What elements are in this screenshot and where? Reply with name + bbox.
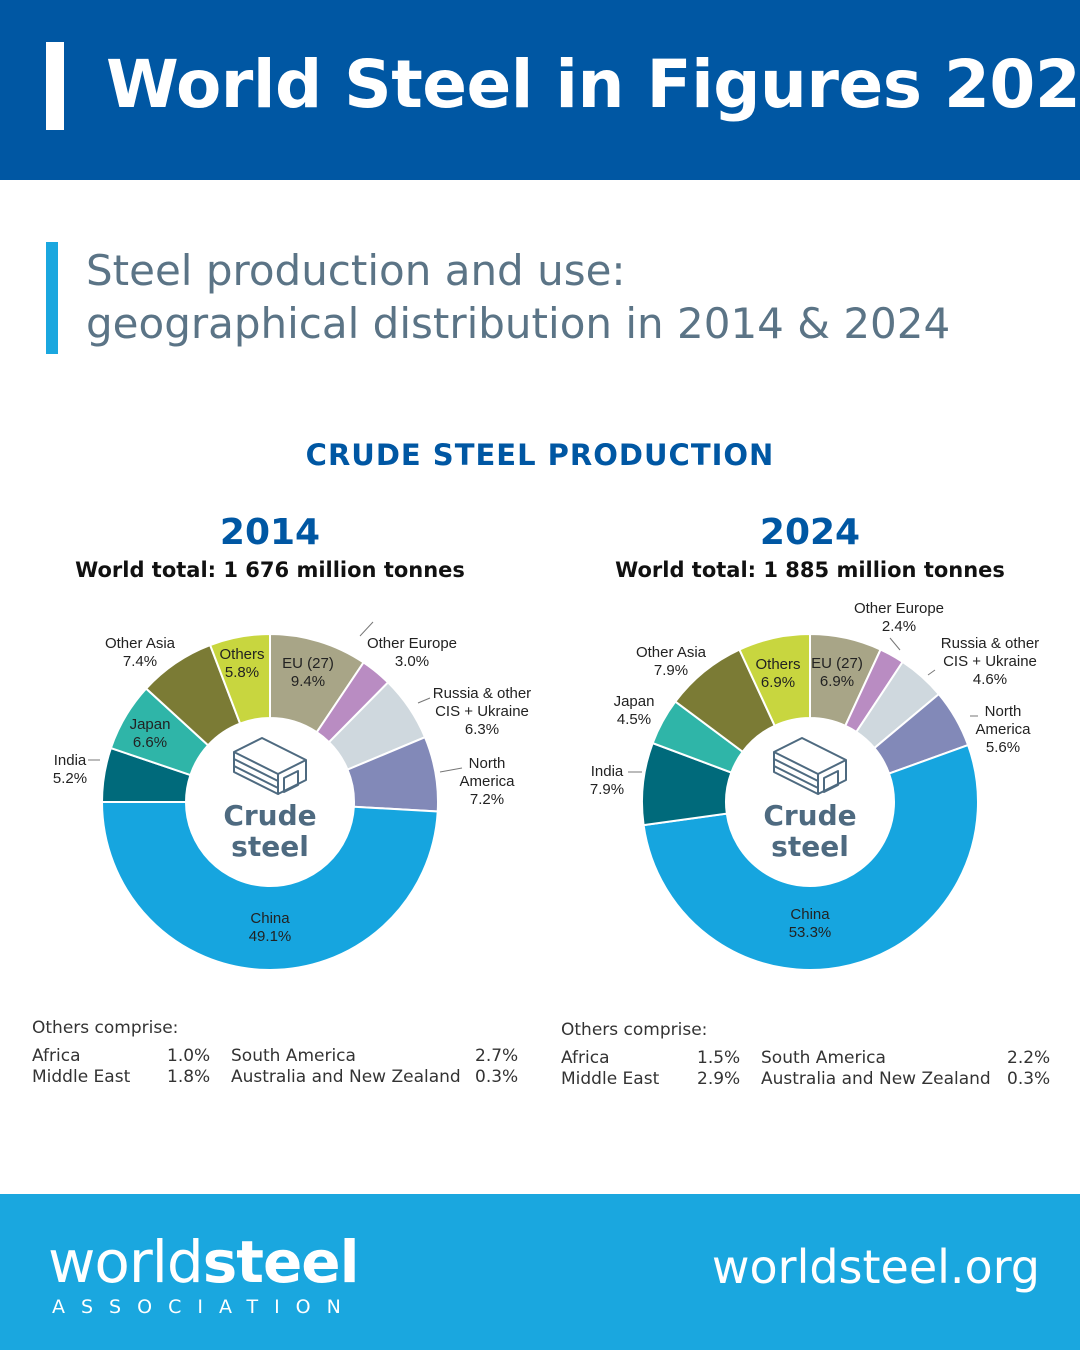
steel-bars-icon [233, 737, 307, 795]
data-label-china: China 49.1% [249, 910, 292, 945]
subtitle-line-1: Steel production and use: [86, 246, 626, 295]
others-value: 0.3% [475, 1067, 519, 1087]
others-value: 1.5% [697, 1048, 741, 1068]
others-value: 2.7% [475, 1046, 519, 1066]
logo-text-light: world [48, 1228, 204, 1296]
leader-line-russia-cis-ukraine [927, 669, 936, 676]
data-label-others: Others 5.8% [219, 646, 264, 681]
others-region: Africa [32, 1046, 81, 1066]
data-label-other-asia: Other Asia 7.9% [636, 644, 707, 679]
chart-2014-total: World total: 1 676 million tonnes [75, 558, 465, 582]
others-region: Australia and New Zealand [761, 1069, 991, 1089]
data-label-russia-cis-ukraine: Russia & other CIS + Ukraine 4.6% [941, 635, 1039, 688]
leader-line-other-europe [359, 621, 374, 637]
others-heading: Others comprise: [32, 1018, 179, 1038]
others-comprise-2014: Others comprise: Africa 1.0% South Ameri… [32, 1018, 532, 1098]
chart-2024-year: 2024 [759, 512, 861, 553]
subtitle-accent-bar [46, 242, 58, 354]
data-label-eu-27: EU (27) 6.9% [811, 655, 863, 690]
leader-line-other-europe [889, 637, 901, 651]
chart-2014-year: 2014 [219, 512, 321, 553]
others-heading: Others comprise: [561, 1020, 708, 1040]
worldsteel-logo[interactable]: worldsteel ASSOCIATION [48, 1228, 360, 1318]
center-label-line-2: steel [231, 830, 309, 863]
others-region: South America [231, 1046, 356, 1066]
data-label-north-america: North America 7.2% [459, 755, 515, 808]
data-label-japan: Japan 6.6% [130, 716, 171, 751]
page-title: World Steel in Figures 2025 [106, 46, 1080, 123]
others-region: Africa [561, 1048, 610, 1068]
logo-association: ASSOCIATION [52, 1296, 357, 1318]
header-banner: World Steel in Figures 2025 [0, 0, 1080, 180]
subtitle: Steel production and use: geographical d… [86, 244, 950, 350]
others-region: Middle East [32, 1067, 131, 1087]
others-value: 2.2% [1007, 1048, 1051, 1068]
data-label-eu-27: EU (27) 9.4% [282, 655, 334, 690]
data-label-north-america: North America 5.6% [975, 703, 1031, 756]
donut-chart-2014: EU (27) 9.4% Other Europe 3.0% Russia & othe… [53, 621, 531, 971]
data-label-china: China 53.3% [789, 906, 832, 941]
others-comprise-2024: Others comprise: Africa 1.5% South Ameri… [561, 1020, 1061, 1100]
subtitle-line-2: geographical distribution in 2014 & 2024 [86, 299, 951, 348]
donut-segment-others [208, 632, 271, 725]
others-value: 1.0% [167, 1046, 211, 1066]
donut-chart-2024: EU (27) 6.9% Other Europe 2.4%Russia & othe… [590, 600, 1039, 971]
chart-2024-total: World total: 1 885 million tonnes [615, 558, 1005, 582]
data-label-india: India 7.9% [590, 763, 624, 798]
data-label-other-europe: Other Europe 2.4% [854, 600, 944, 635]
header-accent-bar [46, 42, 64, 130]
center-label-line-1: Crude [763, 799, 856, 832]
others-region: Australia and New Zealand [231, 1067, 461, 1087]
data-label-others: Others 6.9% [755, 656, 800, 691]
donut-segment-china [642, 743, 979, 971]
others-value: 2.9% [697, 1069, 741, 1089]
steel-bars-icon [773, 737, 847, 795]
leader-line-north-america [439, 767, 463, 773]
data-label-japan: Japan 4.5% [614, 693, 655, 728]
leader-line-russia-cis-ukraine [417, 697, 431, 704]
donut-segment-others [738, 632, 811, 728]
data-label-other-asia: Other Asia 7.4% [105, 635, 176, 670]
others-value: 0.3% [1007, 1069, 1051, 1089]
center-label-line-2: steel [771, 830, 849, 863]
website-link[interactable]: worldsteel.org [711, 1240, 1040, 1294]
donut-segment-china [100, 801, 439, 971]
logo-text-bold: steel [202, 1228, 360, 1296]
others-value: 1.8% [167, 1067, 211, 1087]
data-label-russia-cis-ukraine: Russia & other CIS + Ukraine 6.3% [433, 685, 531, 738]
data-label-india: India 5.2% [53, 752, 87, 787]
section-title: CRUDE STEEL PRODUCTION [305, 438, 775, 472]
others-region: Middle East [561, 1069, 660, 1089]
others-region: South America [761, 1048, 886, 1068]
center-label-line-1: Crude [223, 799, 316, 832]
footer-banner: worldsteel ASSOCIATION worldsteel.org [0, 1194, 1080, 1350]
data-label-other-europe: Other Europe 3.0% [367, 635, 457, 670]
